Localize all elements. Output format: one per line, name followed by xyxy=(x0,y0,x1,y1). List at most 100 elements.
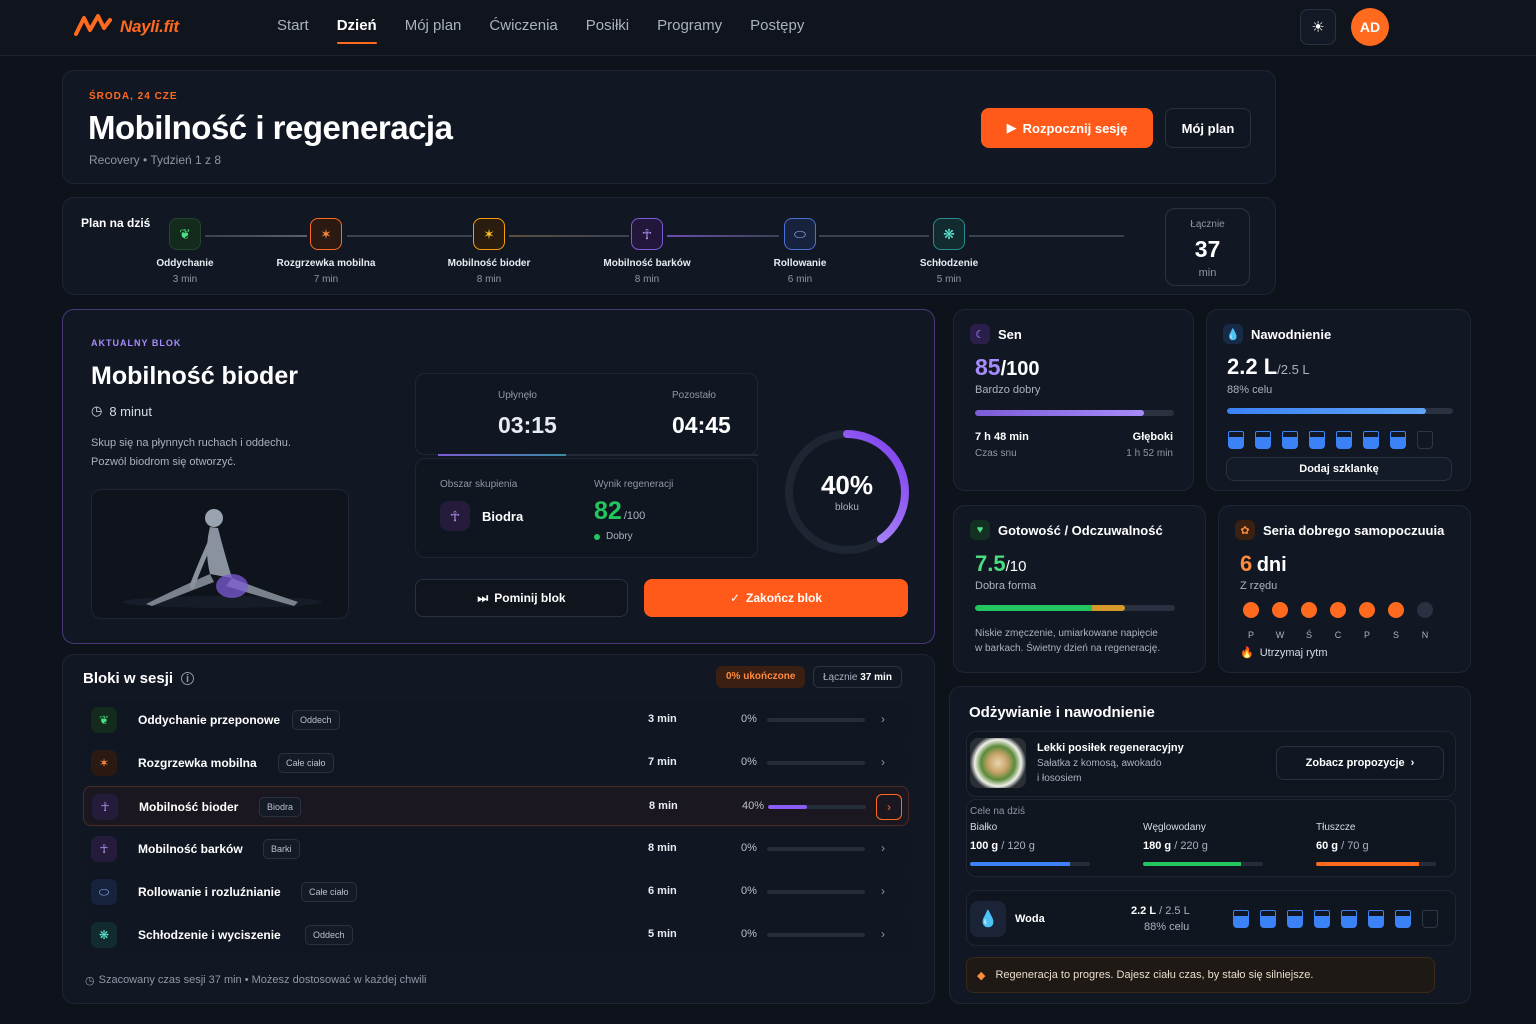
streak-day-label: Ś xyxy=(1305,630,1312,640)
plan-step[interactable]: ⬭ Rollowanie 6 min xyxy=(740,218,860,285)
macro-amount: 180 g xyxy=(1143,840,1172,852)
chevron-right-icon[interactable]: › xyxy=(881,841,885,855)
streak-day: P xyxy=(1243,602,1259,640)
block-name: Schłodzenie i wyciszenie xyxy=(138,928,281,942)
block-percent: 40% xyxy=(742,800,765,812)
glass-icon[interactable] xyxy=(1368,910,1384,928)
plan-step[interactable]: ❋ Schłodzenie 5 min xyxy=(889,218,1009,285)
block-duration: 7 min xyxy=(648,756,677,768)
glass-icon[interactable] xyxy=(1341,910,1357,928)
glass-icon[interactable] xyxy=(1417,431,1433,449)
avatar[interactable]: AD xyxy=(1351,8,1389,46)
leaf-icon: ❦ xyxy=(169,218,201,250)
blocks-footer: ◷ Szacowany czas sesji 37 min • Możesz do… xyxy=(85,974,426,987)
my-plan-button[interactable]: Mój plan xyxy=(1165,108,1251,148)
glass-icon[interactable] xyxy=(1309,431,1325,449)
table-row[interactable]: ☥ Mobilność bioder Biodra 8 min 40% › xyxy=(83,786,909,826)
block-percent: 0% xyxy=(741,756,757,768)
plan-label: Plan na dziś xyxy=(81,216,151,230)
shoulder-icon: ☥ xyxy=(91,836,117,862)
block-tag: Oddech xyxy=(305,925,353,945)
glass-icon[interactable] xyxy=(1255,431,1271,449)
table-row[interactable]: ❦ Oddychanie przeponowe Oddech 3 min 0% › xyxy=(83,700,909,740)
streak-day: N xyxy=(1417,602,1433,640)
completed-badge: 0% ukończone xyxy=(716,666,806,688)
see-suggestions-button[interactable]: Zobacz propozycje › xyxy=(1276,746,1444,780)
duration-text: 8 minut xyxy=(109,403,152,419)
block-progress-ring: 40% bloku xyxy=(781,426,913,558)
elapsed-value: 03:15 xyxy=(498,412,557,438)
water-glass-tracker xyxy=(1233,910,1449,928)
play-icon: ▶ xyxy=(1006,120,1017,135)
plan-step-time: 8 min xyxy=(476,274,502,285)
glass-icon[interactable] xyxy=(1282,431,1298,449)
macro-bar xyxy=(1143,862,1263,866)
block-tag: Barki xyxy=(263,839,300,859)
focus-panel: Obszar skupienia ☥ Biodra Wynik regenera… xyxy=(415,458,758,558)
plan-step[interactable]: ☥ Mobilność barków 8 min xyxy=(587,218,707,285)
nav-posilki[interactable]: Posiłki xyxy=(585,17,630,34)
glass-icon[interactable] xyxy=(1363,431,1379,449)
remaining-label: Pozostało xyxy=(672,390,716,401)
theme-toggle-button[interactable]: ☀ xyxy=(1300,9,1336,45)
block-progress-fill xyxy=(768,805,808,809)
plan-step[interactable]: ✶ Rozgrzewka mobilna 7 min xyxy=(266,218,386,285)
glass-icon[interactable] xyxy=(1395,910,1411,928)
glass-icon[interactable] xyxy=(1390,431,1406,449)
add-glass-button[interactable]: Dodaj szklankę xyxy=(1226,457,1452,481)
plan-step[interactable]: ✶ Mobilność bioder 8 min xyxy=(429,218,549,285)
water-target: / 2.5 L xyxy=(1159,905,1190,917)
plan-connector xyxy=(819,235,929,237)
sleep-title: Sen xyxy=(998,326,1022,342)
glass-icon[interactable] xyxy=(1314,910,1330,928)
ring-arc xyxy=(785,430,909,554)
hydration-percent: 88% celu xyxy=(1227,384,1273,396)
chevron-right-icon[interactable]: › xyxy=(881,712,885,726)
plan-step[interactable]: ❦ Oddychanie 3 min xyxy=(125,218,245,285)
chevron-right-icon[interactable]: › xyxy=(876,794,902,820)
glass-icon[interactable] xyxy=(1228,431,1244,449)
current-block-title: Mobilność bioder xyxy=(91,362,298,390)
table-row[interactable]: ⬭ Rollowanie i rozluźnianie Całe ciało 6 mi… xyxy=(83,872,909,912)
plan-step-name: Mobilność barków xyxy=(603,258,691,269)
nav-postepy[interactable]: Postępy xyxy=(750,17,805,34)
chevron-right-icon[interactable]: › xyxy=(881,884,885,898)
plan-step-name: Rollowanie xyxy=(773,258,827,269)
block-name: Mobilność barków xyxy=(138,842,243,856)
start-session-button[interactable]: ▶ Rozpocznij sesję xyxy=(981,108,1153,148)
glass-icon[interactable] xyxy=(1260,910,1276,928)
finish-block-button[interactable]: ✓ Zakończ blok xyxy=(644,579,908,617)
glass-icon[interactable] xyxy=(1287,910,1303,928)
table-row[interactable]: ❋ Schłodzenie i wyciszenie Oddech 5 min 0% › xyxy=(83,915,909,955)
streak-day-label: W xyxy=(1275,630,1285,640)
streak-footer: 🔥 Utrzymaj rytm xyxy=(1240,646,1328,660)
chevron-right-icon[interactable]: › xyxy=(881,927,885,941)
glass-icon[interactable] xyxy=(1336,431,1352,449)
nav-dzien[interactable]: Dzień xyxy=(336,0,377,56)
nav-start[interactable]: Start xyxy=(277,17,309,34)
elapsed-label: Upłynęło xyxy=(498,390,537,401)
meal-desc-2: i łososiem xyxy=(1037,773,1082,784)
nav-moj-plan[interactable]: Mój plan xyxy=(404,17,462,34)
logo[interactable]: Nayli.fit xyxy=(74,12,179,38)
glass-icon[interactable] xyxy=(1422,910,1438,928)
info-icon[interactable]: i xyxy=(181,672,195,685)
nav-programy[interactable]: Programy xyxy=(657,17,723,34)
macro-name: Białko xyxy=(970,822,998,833)
sleep-score: 85/100 xyxy=(975,354,1040,381)
macro-target: / 120 g xyxy=(1001,840,1035,852)
nav-cwiczenia[interactable]: Ćwiczenia xyxy=(489,17,558,34)
glass-icon[interactable] xyxy=(1233,910,1249,928)
macro-amount: 100 g xyxy=(970,840,999,852)
table-row[interactable]: ☥ Mobilność barków Barki 8 min 0% › xyxy=(83,829,909,869)
macro-goal: Białko 100 g / 120 g xyxy=(970,822,1120,872)
readiness-title: Gotowość / Odczuwalność xyxy=(998,522,1163,538)
hydration-title: Nawodnienie xyxy=(1251,326,1332,342)
sleep-score-value: 85 xyxy=(975,354,1001,380)
table-row[interactable]: ✶ Rozgrzewka mobilna Całe ciało 7 min 0% › xyxy=(83,743,909,783)
focus-value: Biodra xyxy=(482,509,524,524)
water-percent: 88% celu xyxy=(1144,921,1190,933)
hip-icon: ✶ xyxy=(473,218,505,250)
skip-block-button[interactable]: ⏭ Pominij blok xyxy=(415,579,628,617)
chevron-right-icon[interactable]: › xyxy=(881,755,885,769)
